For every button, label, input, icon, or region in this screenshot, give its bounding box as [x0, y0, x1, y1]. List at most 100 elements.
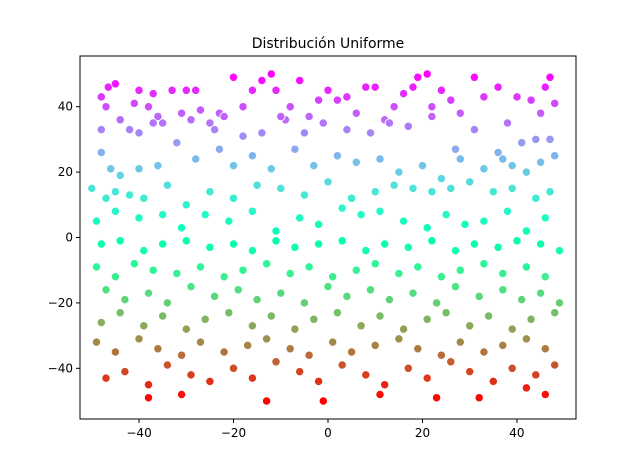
scatter-point	[252, 294, 262, 305]
scatter-point	[342, 92, 352, 102]
scatter-point	[134, 164, 144, 174]
scatter-point	[493, 82, 503, 92]
scatter-point	[469, 72, 480, 82]
scatter-point	[115, 170, 125, 181]
scatter-point	[394, 167, 404, 177]
scatter-point	[200, 314, 210, 324]
scatter-point	[328, 337, 338, 347]
scatter-point	[91, 262, 102, 272]
scatter-point	[408, 82, 418, 92]
scatter-point	[337, 360, 347, 370]
scatter-point	[507, 160, 517, 171]
scatter-point	[247, 151, 258, 161]
scatter-point	[408, 183, 418, 194]
scatter-point	[351, 265, 361, 275]
scatter-point	[398, 216, 409, 226]
scatter-point	[507, 324, 517, 334]
scatter-point	[375, 154, 385, 164]
scatter-point	[139, 245, 149, 256]
scatter-point	[441, 209, 451, 220]
scatter-point	[446, 357, 456, 367]
scatter-point	[129, 259, 139, 269]
scatter-point	[285, 344, 295, 354]
scatter-point	[120, 294, 130, 305]
scatter-point	[87, 183, 97, 194]
scatter-point	[521, 334, 532, 344]
x-axis: −40 −20 0 20 40	[126, 419, 525, 440]
scatter-point	[195, 337, 206, 347]
scatter-point	[96, 317, 106, 328]
scatter-point	[380, 380, 390, 390]
scatter-point	[295, 213, 305, 223]
scatter-point	[370, 187, 380, 197]
scatter-point	[342, 124, 352, 135]
scatter-point	[498, 268, 508, 279]
scatter-point	[531, 370, 541, 380]
scatter-point	[535, 239, 546, 249]
scatter-point	[247, 245, 258, 256]
scatter-point	[271, 357, 281, 367]
scatter-point	[413, 344, 423, 354]
scatter-point	[214, 144, 225, 154]
scatter-point	[124, 124, 135, 135]
scatter-point	[507, 363, 517, 373]
scatter-point	[219, 347, 229, 357]
scatter-point	[96, 124, 106, 135]
scatter-point	[328, 272, 338, 282]
scatter-point	[545, 134, 555, 145]
scatter-point	[96, 147, 106, 158]
scatter-point	[380, 239, 390, 249]
scatter-point	[389, 102, 399, 112]
scatter-point	[172, 138, 182, 148]
scatter-point	[304, 350, 314, 360]
scatter-point	[550, 151, 560, 161]
scatter-point	[498, 340, 508, 351]
scatter-point	[110, 79, 121, 89]
scatter-point	[101, 193, 111, 203]
scatter-point	[446, 183, 456, 194]
scatter-point	[148, 88, 158, 99]
scatter-point	[195, 262, 206, 272]
scatter-point	[224, 216, 234, 226]
scatter-point	[285, 102, 295, 112]
scatter-point	[422, 69, 432, 79]
scatter-point	[299, 190, 310, 200]
scatter-point	[465, 321, 475, 331]
scatter-point	[427, 102, 437, 112]
y-tick-label: 0	[65, 231, 73, 245]
scatter-point	[176, 223, 187, 233]
scatter-point	[158, 118, 168, 128]
scatter-point	[502, 206, 513, 216]
scatter-point	[139, 193, 149, 203]
scatter-point	[540, 213, 550, 223]
scatter-point	[228, 363, 239, 373]
scatter-point	[332, 308, 343, 318]
scatter-point	[162, 298, 173, 308]
scatter-point	[479, 259, 489, 269]
scatter-point	[450, 281, 461, 292]
scatter-point	[427, 111, 437, 122]
scatter-point	[332, 151, 343, 161]
scatter-point	[276, 183, 286, 194]
scatter-point	[290, 324, 300, 334]
scatter-point	[375, 206, 385, 216]
scatter-point	[521, 167, 532, 177]
scatter-point	[342, 291, 352, 302]
y-tick-label: −40	[48, 361, 73, 375]
scatter-point	[304, 262, 314, 272]
scatter-point	[540, 389, 550, 400]
scatter-point	[346, 347, 357, 357]
scatter-point	[101, 285, 111, 295]
scatter-point	[295, 75, 305, 86]
chart-title: Distribución Uniforme	[252, 36, 405, 52]
scatter-point	[247, 85, 258, 95]
scatter-point	[261, 396, 272, 406]
scatter-point	[143, 102, 154, 112]
scatter-point	[507, 183, 517, 194]
scatter-point	[191, 85, 201, 95]
scatter-point	[148, 118, 158, 128]
scatter-point	[535, 288, 546, 298]
scatter-point	[554, 298, 565, 308]
scatter-point	[134, 334, 144, 344]
